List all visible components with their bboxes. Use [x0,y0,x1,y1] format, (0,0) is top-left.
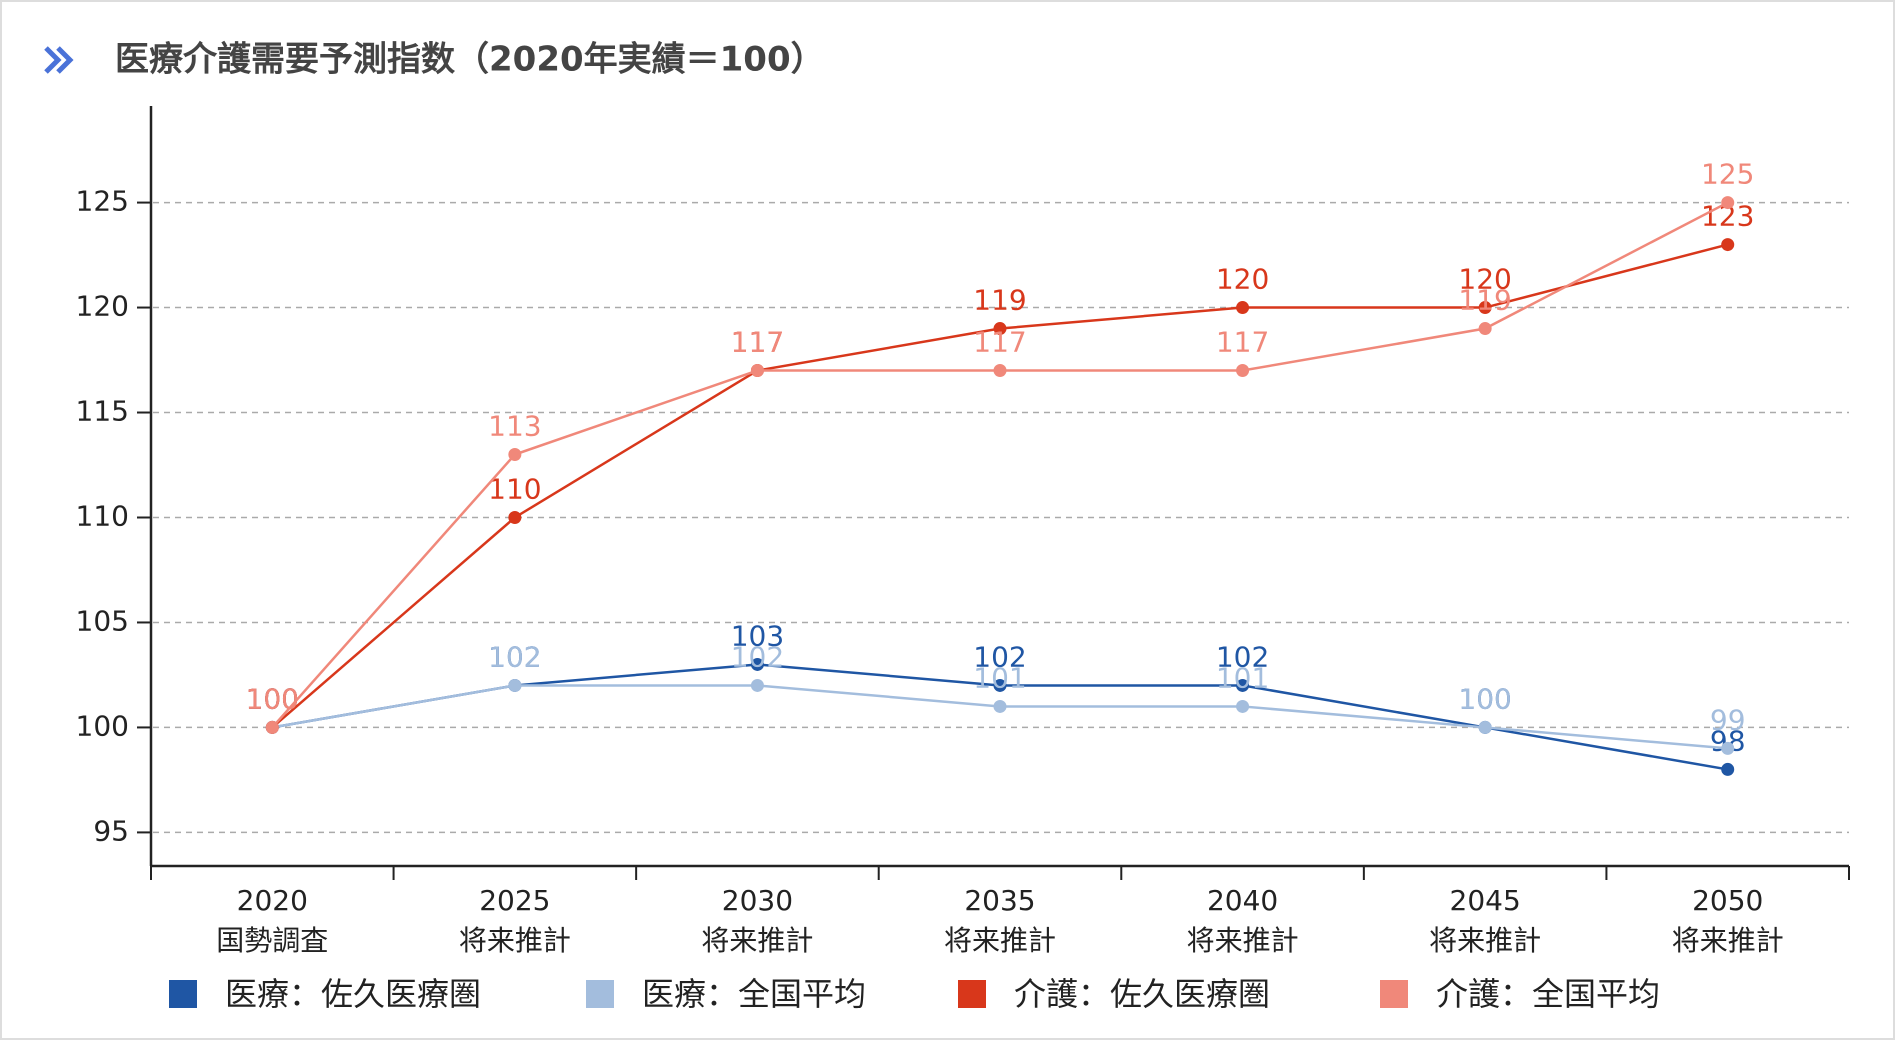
x-tick-label: 2045 [1450,884,1521,917]
point [1478,322,1492,336]
x-tick-label: 将来推計 [701,924,813,957]
data-label: 102 [1216,640,1269,673]
data-label: 102 [731,640,784,673]
data-label: 119 [1458,284,1511,317]
data-label: 100 [1458,682,1511,715]
point [750,657,764,671]
point [750,364,764,378]
y-tick-label: 125 [76,185,129,218]
point [750,678,764,692]
data-label: 100 [246,682,299,715]
point [1236,364,1250,378]
point [1721,196,1735,210]
data-label: 113 [488,410,541,443]
x-tick-label: 2050 [1692,884,1763,917]
chart-title: 医療介護需要予測指数（2020年実績＝100） [115,40,825,80]
point [1236,678,1250,692]
data-label: 119 [973,284,1026,317]
legend-label: 介護：佐久医療圏 [1014,975,1270,1013]
legend-swatch [1380,980,1408,1008]
point [1478,720,1492,734]
legend-label: 医療：全国平均 [642,975,866,1013]
data-label: 100 [246,682,299,715]
x-tick-label: 2040 [1207,884,1278,917]
data-label: 99 [1710,703,1746,736]
point [508,448,522,462]
point [508,678,522,692]
title-icon [44,46,74,74]
x-tick-label: 2035 [964,884,1035,917]
data-label: 101 [1216,661,1269,694]
point [993,699,1007,713]
data-label: 102 [973,640,1026,673]
data-label: 100 [246,682,299,715]
y-tick-label: 100 [76,709,129,742]
legend-swatch [586,980,614,1008]
data-label: 120 [1216,263,1269,296]
data-label: 117 [731,326,784,359]
x-tick-label: 2020 [237,884,308,917]
legend-label: 医療：佐久医療圏 [225,975,481,1013]
data-label: 117 [731,326,784,359]
point [993,678,1007,692]
legend-label: 介護：全国平均 [1436,975,1660,1013]
point [1478,301,1492,315]
point [1721,741,1735,755]
y-tick-label: 110 [76,499,129,532]
x-tick-label: 2025 [479,884,550,917]
legend-swatch [169,980,197,1008]
x-tick-label: 将来推計 [1429,924,1541,957]
y-tick-label: 120 [76,290,129,323]
point [993,322,1007,336]
data-label: 102 [488,640,541,673]
data-label: 117 [1216,326,1269,359]
y-tick-label: 95 [93,814,129,847]
x-tick-label: 将来推計 [1187,924,1299,957]
data-label: 110 [488,472,541,505]
x-tick-label: 将来推計 [944,924,1056,957]
data-label: 102 [488,640,541,673]
point [1721,238,1735,252]
legend-swatch [958,980,986,1008]
x-tick-label: 国勢調査 [216,924,328,957]
point [1236,699,1250,713]
point [993,364,1007,378]
point [1721,762,1735,776]
data-label: 120 [1458,263,1511,296]
data-label: 100 [1458,682,1511,715]
x-tick-label: 将来推計 [1672,924,1784,957]
point [508,510,522,524]
x-tick-label: 将来推計 [459,924,571,957]
x-tick-label: 2030 [722,884,793,917]
point [265,720,279,734]
point [1236,301,1250,315]
data-label: 100 [246,682,299,715]
data-label: 103 [731,619,784,652]
y-tick-label: 115 [76,395,129,428]
data-label: 101 [973,661,1026,694]
data-label: 125 [1701,158,1754,191]
y-tick-label: 105 [76,604,129,637]
data-label: 117 [973,326,1026,359]
